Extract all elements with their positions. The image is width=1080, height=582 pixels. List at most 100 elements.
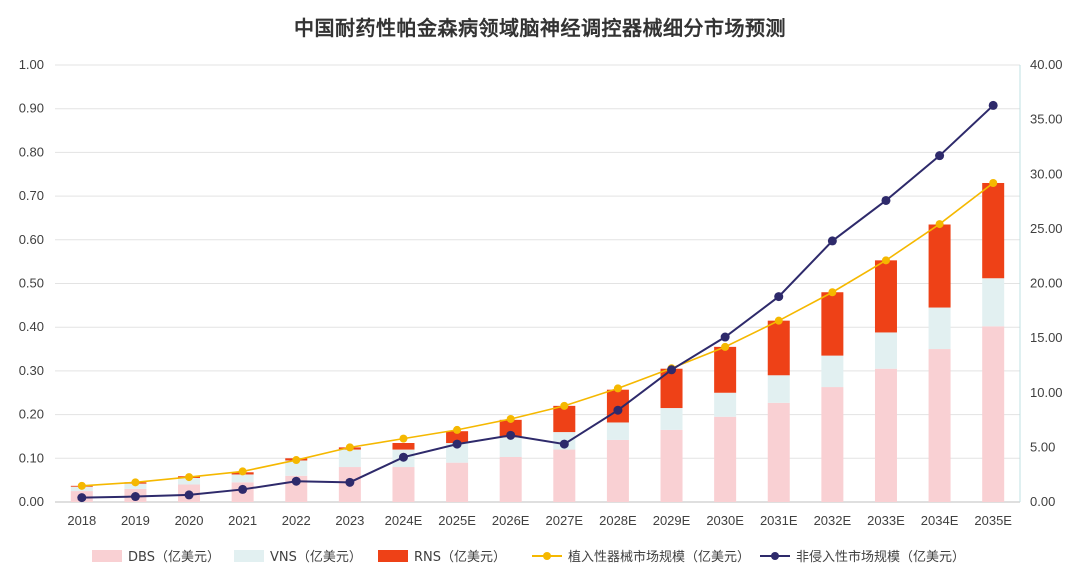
data-point [130,492,140,502]
right-axis-tick: 30.00 [1030,166,1063,181]
bar-segment [874,332,897,369]
bar-segment [178,477,201,485]
bars-layer [70,182,1005,502]
data-point [613,384,622,393]
bar-segment [767,402,790,502]
data-point [185,473,194,482]
data-point [881,256,890,265]
right-axis-tick: 0.00 [1030,494,1055,509]
bar-segment [928,349,951,502]
bar-segment [928,307,951,350]
legend-swatch [234,550,264,562]
chart-title: 中国耐药性帕金森病领域脑神经调控器械细分市场预测 [294,16,786,40]
data-point [935,151,945,161]
x-axis-tick: 2030E [706,513,744,528]
right-axis-tick: 25.00 [1030,221,1063,236]
right-axis-tick: 40.00 [1030,57,1063,72]
bar-segment [392,443,415,450]
lines-layer [77,100,998,503]
data-point [881,195,891,205]
data-point [827,236,837,246]
x-axis-tick: 2024E [385,513,423,528]
data-point [667,365,677,375]
data-point [345,477,355,487]
bar-segment [982,182,1005,279]
bar-segment [285,460,308,476]
x-axis-tick: 2028E [599,513,637,528]
axes-layer: 0.00 0.10 0.20 0.30 0.40 0.50 0.60 0.70 0.80 0.90… [19,57,1063,509]
data-point [399,434,408,443]
data-point [292,456,301,465]
x-axis-tick: 2022 [282,513,311,528]
left-axis-tick: 0.80 [19,144,44,159]
x-axis-tick: 2023 [335,513,364,528]
bar-segment [874,260,897,333]
left-axis-tick: 0.90 [19,101,44,116]
legend-swatch [92,550,122,562]
legend: DBS（亿美元） VNS（亿美元） RNS（亿美元） 植入性器械市场规模（亿美元） 非侵… [92,549,965,565]
left-axis-tick: 0.20 [19,407,44,422]
x-axis-tick: 2018 [67,513,96,528]
data-point [506,414,515,423]
x-axis-tick: 2034E [921,513,959,528]
bar-segment [446,431,469,444]
data-point [720,332,730,342]
bar-segment [392,467,415,502]
bar-segment [714,346,737,393]
bar-segment [660,408,683,430]
data-point [398,452,408,462]
legend-label: 植入性器械市场规模（亿美元） [568,549,750,565]
bar-segment [821,355,844,388]
x-axis-tick: 2025E [438,513,476,528]
x-axis-tick: 2019 [121,513,150,528]
bar-segment [446,443,469,463]
bar-segment [338,449,361,468]
legend-swatch [378,550,408,562]
bar-segment [446,462,469,502]
left-axis-tick: 0.10 [19,450,44,465]
bar-segment [606,422,629,440]
bar-segment [499,419,522,438]
left-axis-tick: 0.30 [19,363,44,378]
data-point [935,220,944,229]
left-axis-tick: 1.00 [19,57,44,72]
data-point [721,342,730,351]
data-point [238,484,248,494]
bar-segment [874,368,897,502]
data-point [559,439,569,449]
data-point [453,425,462,434]
x-axis-tick: 2026E [492,513,530,528]
data-point [77,493,87,503]
x-axis-tick: 2032E [814,513,852,528]
data-point [989,178,998,187]
data-point [774,292,784,302]
bar-segment [660,368,683,409]
right-axis-tick: 20.00 [1030,276,1063,291]
data-point [452,439,462,449]
legend-label: 非侵入性市场规模（亿美元） [796,549,965,565]
data-point [238,467,247,476]
left-axis-tick: 0.50 [19,276,44,291]
left-axis-tick: 0.40 [19,319,44,334]
data-point [828,288,837,297]
x-axis-tick: 2027E [546,513,584,528]
bar-segment [553,405,576,433]
bar-segment [714,416,737,502]
bar-segment [821,292,844,356]
data-point [613,405,623,415]
legend-label: RNS（亿美元） [414,550,506,565]
right-axis-tick: 15.00 [1030,330,1063,345]
right-axis-tick: 10.00 [1030,385,1063,400]
x-axis-tick: 2035E [974,513,1012,528]
x-axis-tick: 2033E [867,513,905,528]
x-axis-tick: 2029E [653,513,691,528]
legend-label: VNS（亿美元） [270,550,362,565]
data-point [131,478,140,487]
legend-label: DBS（亿美元） [128,550,220,565]
x-axis-tick: 2021 [228,513,257,528]
bar-segment [821,387,844,502]
x-axis-labels: 2018 2019 2020 2021 2022 2023 2024E 2025E 2026E 2… [67,513,1012,528]
right-axis-tick: 5.00 [1030,439,1055,454]
